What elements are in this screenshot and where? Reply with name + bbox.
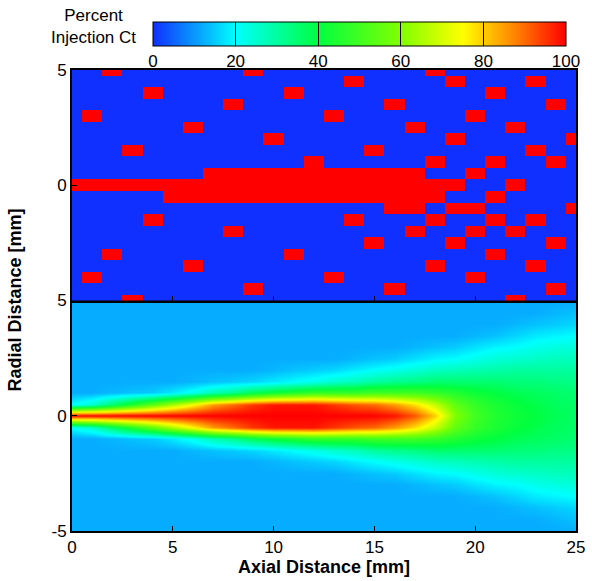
svg-text:-5: -5 (51, 522, 66, 541)
svg-text:5: 5 (168, 538, 177, 557)
svg-text:PercentInjection Ct: PercentInjection Ct (51, 6, 136, 47)
svg-text:100: 100 (552, 52, 580, 71)
svg-text:20: 20 (466, 538, 485, 557)
svg-text:Axial Distance [mm]: Axial Distance [mm] (238, 557, 410, 577)
svg-text:5: 5 (57, 61, 66, 80)
svg-text:0: 0 (57, 176, 66, 195)
svg-text:0: 0 (148, 52, 157, 71)
svg-text:60: 60 (391, 52, 410, 71)
svg-text:40: 40 (309, 52, 328, 71)
svg-text:80: 80 (474, 52, 493, 71)
svg-text:5: 5 (57, 291, 66, 310)
svg-text:0: 0 (57, 407, 66, 426)
svg-text:10: 10 (264, 538, 283, 557)
svg-text:15: 15 (365, 538, 384, 557)
svg-text:0: 0 (67, 538, 76, 557)
svg-text:25: 25 (567, 538, 586, 557)
svg-text:20: 20 (226, 52, 245, 71)
svg-text:Radial Distance [mm]: Radial Distance [mm] (5, 208, 25, 391)
